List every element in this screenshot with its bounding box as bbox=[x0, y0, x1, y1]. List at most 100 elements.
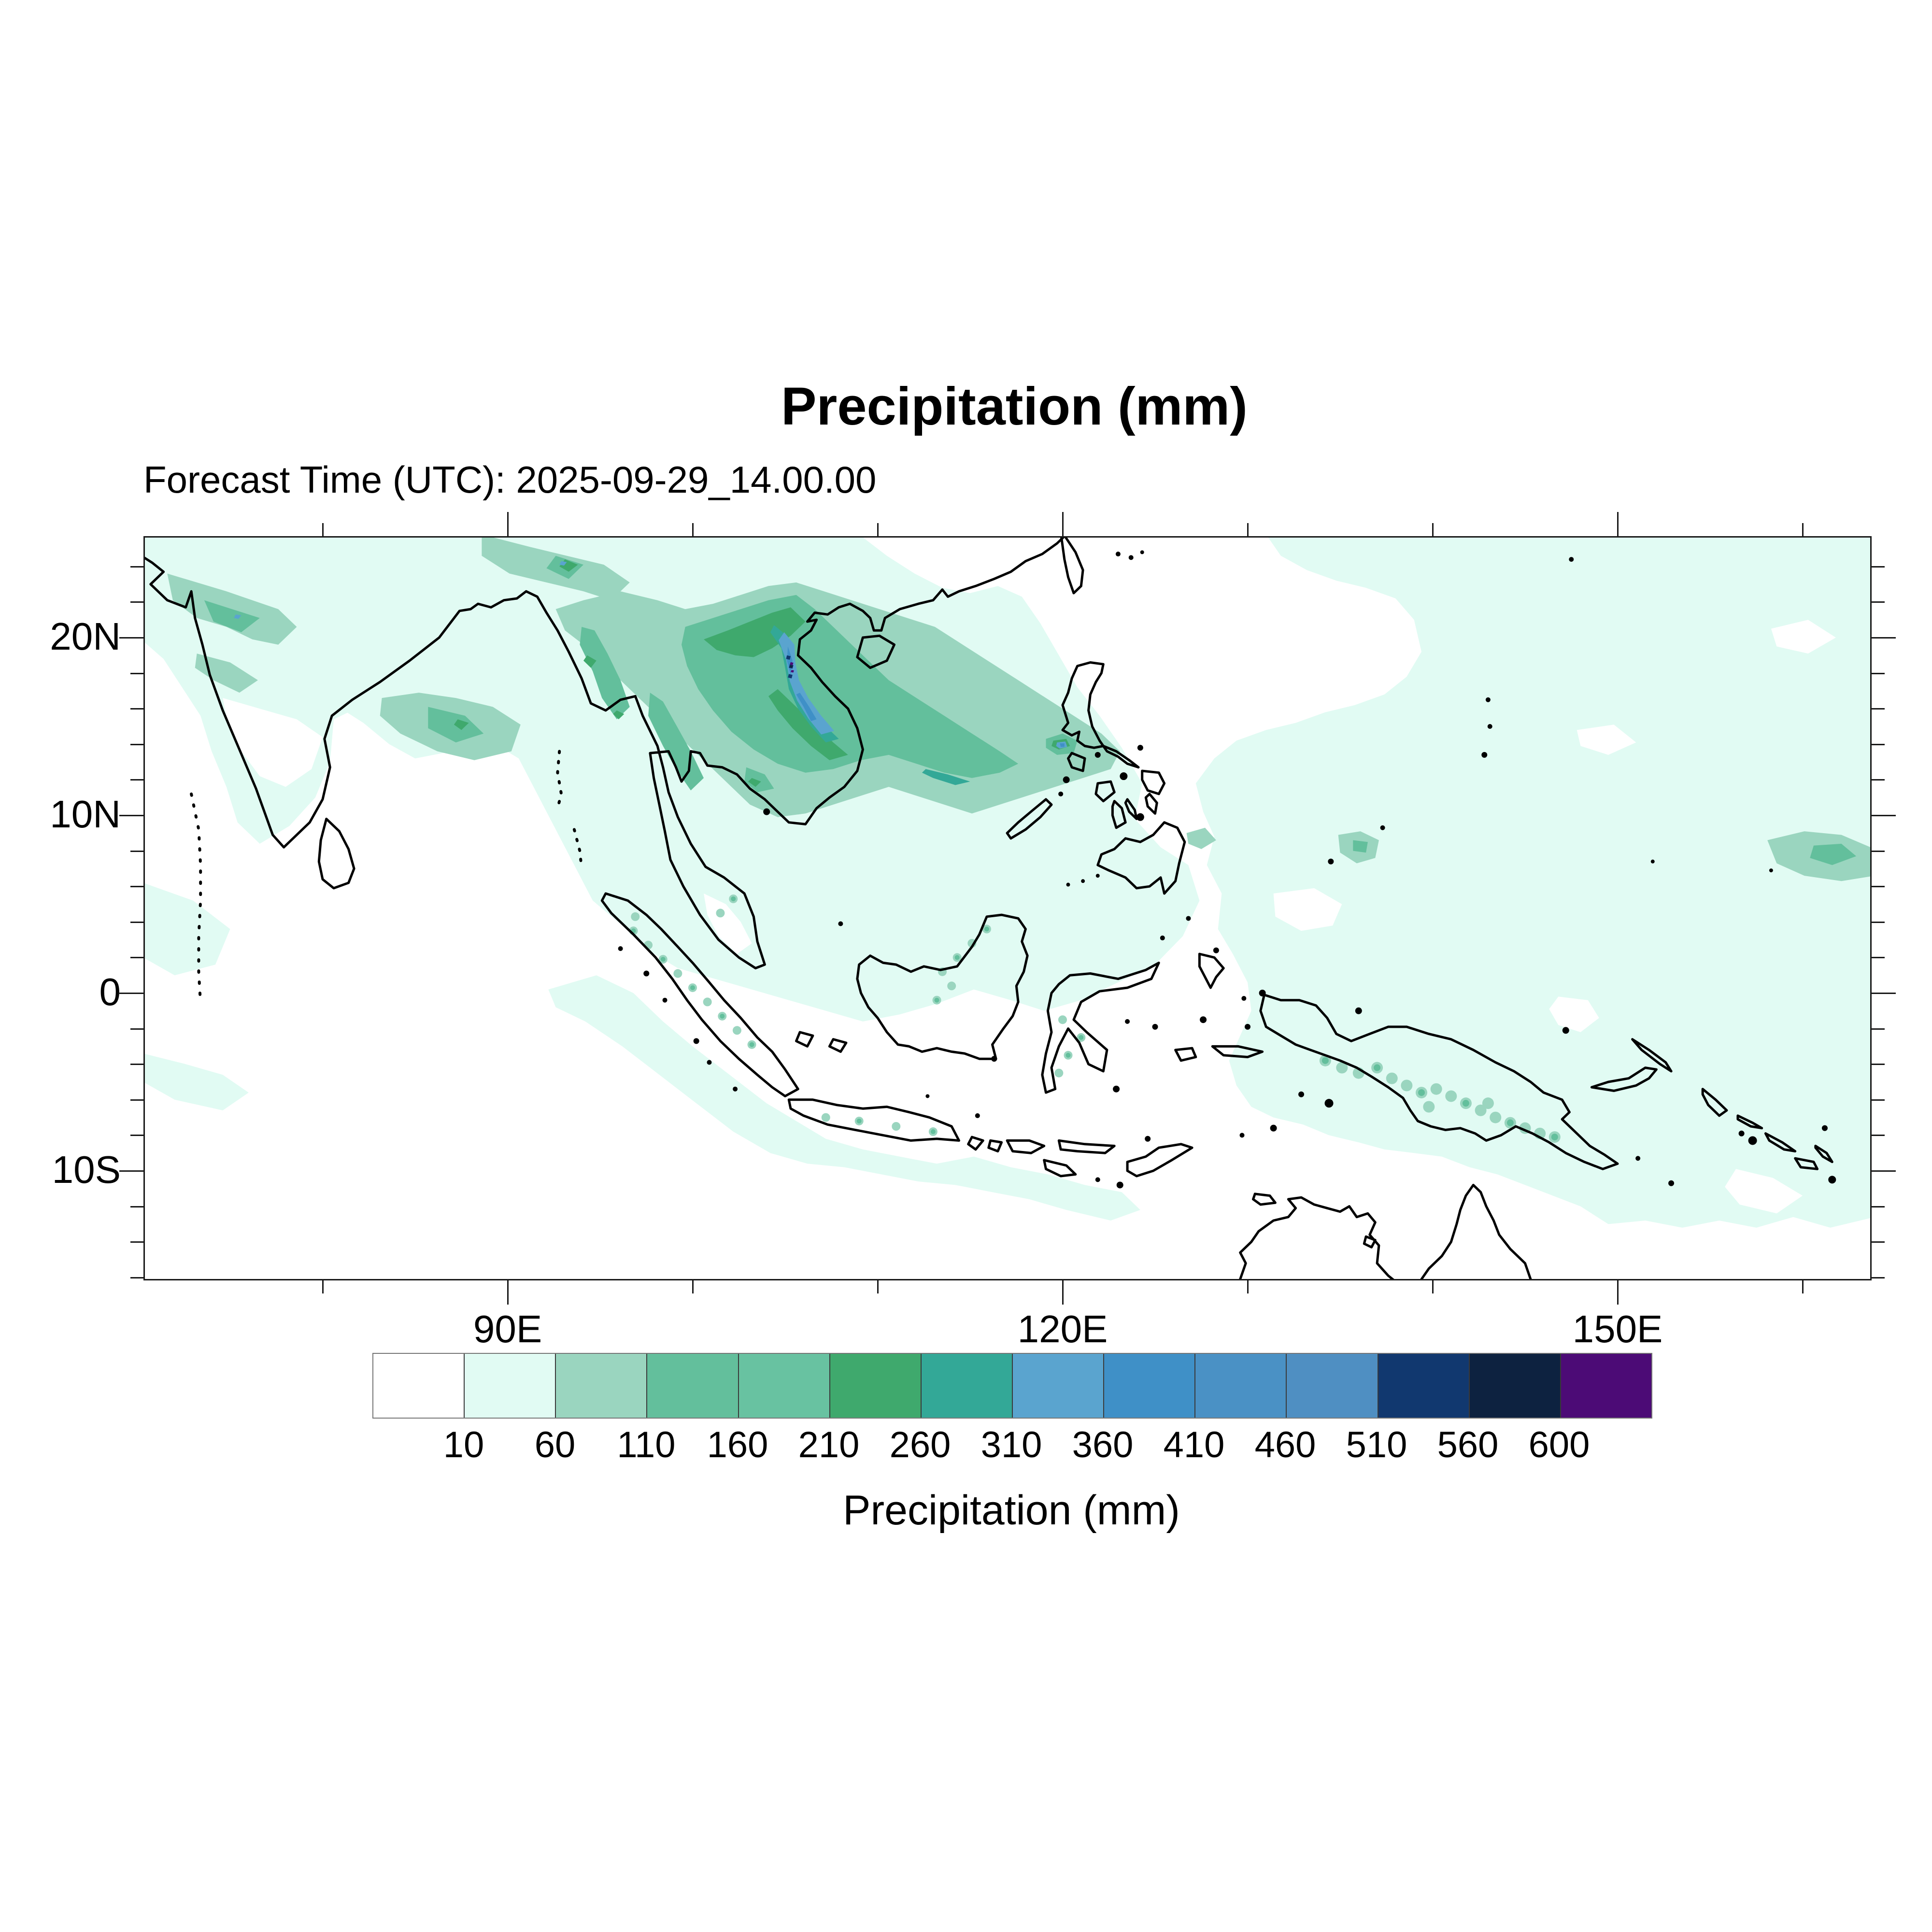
axis-tick bbox=[1432, 1280, 1434, 1293]
axis-tick bbox=[322, 1280, 324, 1293]
axis-tick bbox=[1872, 851, 1885, 852]
axis-tick bbox=[130, 673, 143, 674]
axis-tick bbox=[692, 523, 694, 536]
colorbar-tick-number: 560 bbox=[1437, 1424, 1499, 1465]
colorbar-segment bbox=[738, 1354, 829, 1418]
axis-tick bbox=[1872, 922, 1885, 923]
axis-tick bbox=[1872, 601, 1885, 603]
colorbar-segment bbox=[1194, 1354, 1286, 1418]
axis-tick bbox=[130, 1064, 143, 1065]
axis-tick bbox=[1872, 779, 1885, 781]
axis-tick bbox=[1617, 512, 1619, 536]
axis-tick bbox=[1617, 1280, 1619, 1305]
colorbar-tick-number: 360 bbox=[1072, 1424, 1134, 1465]
axis-tick bbox=[1872, 566, 1885, 568]
axis-tick bbox=[130, 1135, 143, 1136]
colorbar-segment bbox=[555, 1354, 647, 1418]
axis-tick bbox=[1872, 673, 1885, 674]
lon-axis-label: 120E bbox=[1017, 1307, 1108, 1350]
axis-tick bbox=[1872, 1206, 1885, 1208]
precipitation-map bbox=[145, 538, 1870, 1279]
axis-tick bbox=[130, 601, 143, 603]
axis-tick bbox=[1432, 523, 1434, 536]
axis-tick bbox=[130, 779, 143, 781]
colorbar-segment bbox=[1468, 1354, 1560, 1418]
axis-tick bbox=[1802, 1280, 1804, 1293]
colorbar-tick-number: 160 bbox=[707, 1424, 768, 1465]
colorbar-segment bbox=[373, 1354, 464, 1418]
axis-tick bbox=[1872, 993, 1896, 994]
colorbar-segment bbox=[1286, 1354, 1378, 1418]
colorbar-tick-number: 10 bbox=[443, 1424, 484, 1465]
axis-tick bbox=[1872, 637, 1896, 639]
lon-axis-label: 90E bbox=[473, 1307, 542, 1350]
lat-axis-label: 10S bbox=[52, 1148, 121, 1192]
axis-tick bbox=[130, 1241, 143, 1243]
axis-tick bbox=[877, 1280, 879, 1293]
axis-tick bbox=[1872, 957, 1885, 958]
lat-axis-label: 0 bbox=[99, 970, 121, 1014]
colorbar-tick-number: 210 bbox=[798, 1424, 860, 1465]
axis-tick bbox=[877, 523, 879, 536]
axis-tick bbox=[1872, 815, 1896, 816]
colorbar-tick-number: 260 bbox=[889, 1424, 951, 1465]
colorbar-segment bbox=[1103, 1354, 1195, 1418]
axis-tick bbox=[1872, 1241, 1885, 1243]
axis-tick bbox=[1802, 523, 1804, 536]
axis-tick bbox=[692, 1280, 694, 1293]
axis-tick bbox=[1872, 1099, 1885, 1101]
axis-tick bbox=[119, 993, 143, 994]
colorbar-segment bbox=[829, 1354, 921, 1418]
axis-tick bbox=[130, 1277, 143, 1279]
axis-tick bbox=[119, 815, 143, 816]
lat-axis-label: 20N bbox=[50, 615, 121, 658]
axis-tick bbox=[119, 1170, 143, 1172]
axis-tick bbox=[507, 512, 509, 536]
colorbar-tick-number: 510 bbox=[1346, 1424, 1407, 1465]
axis-tick bbox=[130, 922, 143, 923]
axis-tick bbox=[130, 708, 143, 710]
precip-fill-layer bbox=[145, 538, 1870, 1279]
axis-tick bbox=[130, 886, 143, 887]
axis-tick bbox=[1872, 744, 1885, 745]
axis-tick bbox=[130, 1099, 143, 1101]
colorbar-tick-number: 310 bbox=[980, 1424, 1042, 1465]
colorbar bbox=[372, 1353, 1652, 1419]
axis-tick bbox=[1872, 708, 1885, 710]
forecast-time-subtitle: Forecast Time (UTC): 2025-09-29_14.00.00 bbox=[143, 458, 877, 501]
colorbar-tick-number: 60 bbox=[534, 1424, 576, 1465]
axis-tick bbox=[1872, 1277, 1885, 1279]
axis-tick bbox=[1872, 1170, 1896, 1172]
colorbar-segment bbox=[1011, 1354, 1104, 1418]
axis-tick bbox=[507, 1280, 509, 1305]
chart-title: Precipitation (mm) bbox=[781, 377, 1248, 436]
axis-tick bbox=[130, 1206, 143, 1208]
colorbar-tick-number: 410 bbox=[1163, 1424, 1225, 1465]
colorbar-segment bbox=[1377, 1354, 1469, 1418]
axis-tick bbox=[130, 957, 143, 958]
axis-tick bbox=[119, 637, 143, 639]
colorbar-segment bbox=[464, 1354, 555, 1418]
axis-tick bbox=[130, 744, 143, 745]
colorbar-tick-number: 460 bbox=[1254, 1424, 1316, 1465]
colorbar-tick-number: 110 bbox=[617, 1424, 676, 1465]
axis-tick bbox=[130, 1028, 143, 1030]
axis-tick bbox=[130, 851, 143, 852]
axis-tick bbox=[1247, 1280, 1249, 1293]
coastline-layer bbox=[145, 538, 1836, 1279]
axis-tick bbox=[1872, 1135, 1885, 1136]
colorbar-segment bbox=[1560, 1354, 1651, 1418]
axis-tick bbox=[1062, 1280, 1064, 1305]
axis-tick bbox=[1062, 512, 1064, 536]
axis-tick bbox=[130, 566, 143, 568]
colorbar-segment bbox=[920, 1354, 1012, 1418]
axis-tick bbox=[1872, 1028, 1885, 1030]
colorbar-tick-number: 600 bbox=[1528, 1424, 1590, 1465]
colorbar-segment bbox=[646, 1354, 738, 1418]
lon-axis-label: 150E bbox=[1572, 1307, 1663, 1350]
axis-tick bbox=[1872, 1064, 1885, 1065]
axis-tick bbox=[1247, 523, 1249, 536]
colorbar-label: Precipitation (mm) bbox=[843, 1487, 1180, 1534]
lat-axis-label: 10N bbox=[50, 793, 121, 836]
axis-tick bbox=[1872, 886, 1885, 887]
